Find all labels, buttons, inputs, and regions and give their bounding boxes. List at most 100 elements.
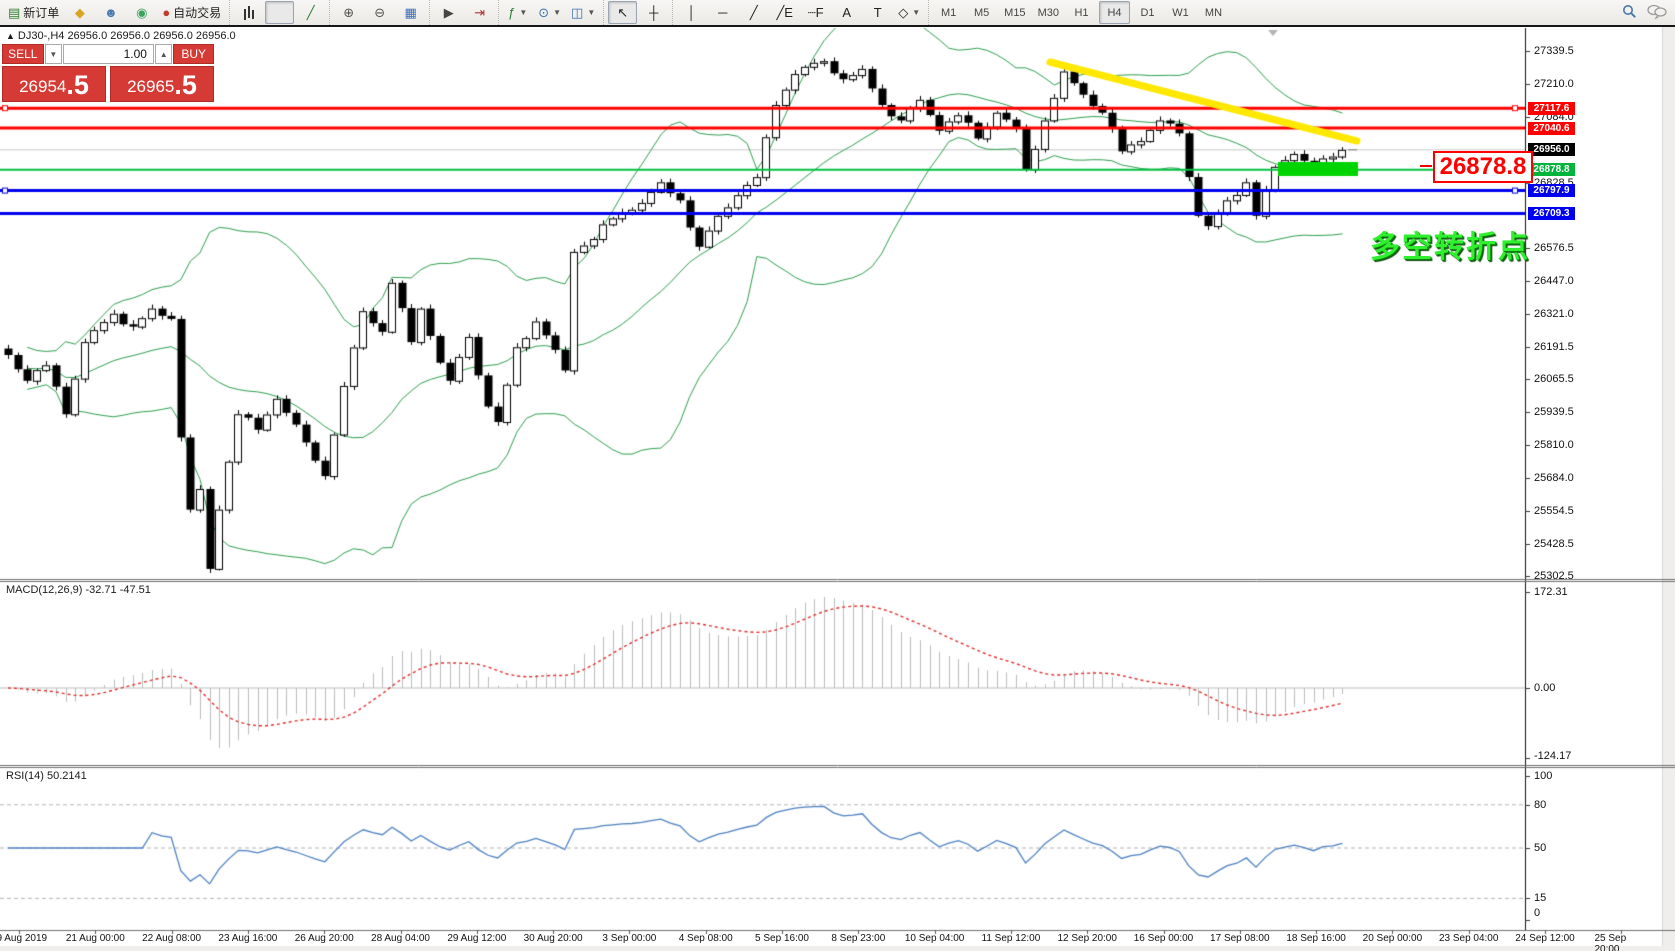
time-axis-label: 26 Aug 20:00 [294,933,354,944]
ohlc-info: ▲ DJ30-,H4 26956.0 26956.0 26956.0 26956.… [6,30,236,42]
crosshair-button[interactable]: ┼ [639,1,668,24]
profile-icon[interactable]: ☻ [96,1,125,24]
time-axis-label: 28 Aug 04:00 [371,933,430,944]
autotrading-button-label: 自动交易 [173,6,222,20]
indicators-button[interactable]: ƒ ▼ [503,1,532,24]
rsi-axis-label: 0 [1534,907,1541,919]
price-tick-label: 25939.5 [1534,405,1574,418]
tile-windows-button-icon: ▦ [404,5,417,20]
search-icon[interactable] [1622,4,1637,22]
price-tick-label: 26576.5 [1534,241,1574,254]
templates-button[interactable]: ◫ ▼ [567,1,599,24]
line-chart-button-icon: ╱ [306,5,315,20]
time-axis-label: 29 Aug 12:00 [447,933,507,944]
buy-price-button[interactable]: 26965.5 [110,66,214,102]
vertical-line-button[interactable]: │ [677,1,706,24]
time-axis-label: 11 Sep 12:00 [981,933,1041,944]
toolbar: ▤ 新订单 ◆ ☻ ◉ ● 自动交易 ╱ ⊕ ⊖ ▦ ▶ ⇥ ƒ ▼ ⊙ ▼ ◫ ▼ ↖ ┼ │ ─ ╱ ╱E ┈F A T ◇ ▼ M1 M… [0,0,1675,26]
market-icon-icon: ◆ [74,5,85,20]
timeframe-d1-button[interactable]: D1 [1140,6,1155,19]
market-icon[interactable]: ◆ [65,1,94,24]
chat-icon[interactable] [1647,4,1667,22]
crosshair-button-icon: ┼ [649,5,659,20]
zoom-in-button-icon: ⊕ [343,5,355,20]
trendline-button[interactable]: ╱ [739,1,768,24]
arrows-button-caret-icon: ▼ [912,8,921,17]
indicators-button-caret-icon: ▼ [519,8,528,17]
timeframe-m30-button[interactable]: M30 [1037,6,1059,19]
rsi-axis-label: 15 [1534,892,1547,905]
indicators-button-icon: ƒ [508,5,516,20]
bar-chart-button-icon [241,5,256,20]
auto-scroll-button[interactable]: ▶ [434,1,463,24]
volume-input[interactable]: 1.00 [63,44,154,64]
autotrading-button[interactable]: ● 自动交易 [158,1,225,24]
price-tick-label: 26191.5 [1534,340,1574,353]
time-axis-label: 4 Sep 08:00 [678,933,733,944]
fibonacci-button[interactable]: ┈F [801,1,830,24]
periods-button[interactable]: ⊙ ▼ [534,1,565,24]
new-order-button-icon: ▤ [8,5,21,20]
tile-windows-button[interactable]: ▦ [396,1,425,24]
timeframe-m1-button[interactable]: M1 [941,6,957,19]
price-tag-27117.6: 27117.6 [1528,101,1575,115]
zoom-in-button[interactable]: ⊕ [334,1,363,24]
volume-decrease-button[interactable]: ▼ [44,44,62,64]
time-axis-label: 8 Sep 23:00 [831,933,886,944]
text-button-icon: A [842,5,852,20]
text-label-button[interactable]: T [863,1,892,24]
line-chart-button[interactable]: ╱ [296,1,325,24]
price-callout: 26878.8 [1433,151,1533,183]
text-button[interactable]: A [832,1,861,24]
price-tag-26709.3: 26709.3 [1528,206,1575,220]
time-axis-label: 23 Aug 16:00 [218,933,278,944]
price-tag-27040.6: 27040.6 [1528,121,1575,135]
one-click-trade-panel: SELL ▼ 1.00 ▲ BUY 26954.5 26965.5 [2,44,214,102]
price-tick-label: 25302.5 [1534,570,1574,582]
time-axis-label: 5 Sep 16:00 [755,933,809,944]
time-axis-label: 19 Aug 2019 [0,933,48,944]
time-axis-label: 24 Sep 12:00 [1515,933,1575,944]
signals-icon[interactable]: ◉ [127,1,156,24]
rsi-axis-label: 50 [1534,842,1547,854]
bar-chart-button[interactable] [234,1,263,24]
sell-button[interactable]: SELL [2,44,44,64]
equidistant-channel-button[interactable]: ╱E [770,1,799,24]
text-label-button-icon: T [873,5,882,20]
callout-connector [1420,165,1432,167]
timeframe-m5-button[interactable]: M5 [974,6,990,19]
price-tag-26878.8: 26878.8 [1528,163,1575,177]
price-tick-label: 26447.0 [1534,275,1574,288]
fibonacci-button-icon: ┈F [807,5,824,20]
cursor-button[interactable]: ↖ [608,1,638,24]
horizontal-line-button[interactable]: ─ [708,1,737,24]
horizontal-line-button-icon: ─ [718,5,728,20]
time-axis-label: 17 Sep 08:00 [1210,933,1270,944]
buy-price-int: 26965 [127,77,175,96]
timeframe-h4-button[interactable]: H4 [1098,1,1130,24]
buy-button[interactable]: BUY [173,44,214,64]
sell-price-int: 26954 [19,77,67,96]
timeframe-mn-button[interactable]: MN [1204,6,1223,19]
vertical-line-button-icon: │ [687,5,696,20]
price-tick-label: 27210.0 [1534,78,1574,91]
equidistant-channel-button-icon: ╱E [776,5,793,20]
arrows-button-icon: ◇ [898,5,909,20]
time-axis-label: 30 Aug 20:00 [523,933,583,944]
price-tick-label: 26321.0 [1534,307,1574,320]
sell-price-button[interactable]: 26954.5 [2,66,106,102]
chart-shift-button[interactable]: ⇥ [465,1,494,24]
timeframe-m15-button[interactable]: M15 [1004,6,1026,19]
zoom-out-button[interactable]: ⊖ [365,1,394,24]
macd-label: MACD(12,26,9) -32.71 -47.51 [6,584,151,596]
volume-increase-button[interactable]: ▲ [154,44,173,64]
timeframe-w1-button[interactable]: W1 [1172,6,1189,19]
timeframe-h1-button[interactable]: H1 [1074,6,1089,19]
trendline-button-icon: ╱ [749,5,758,20]
templates-button-icon: ◫ [571,5,584,20]
arrows-button[interactable]: ◇ ▼ [894,1,924,24]
time-axis-label: 18 Sep 16:00 [1286,933,1346,944]
candlestick-chart-button[interactable] [265,1,295,24]
new-order-button[interactable]: ▤ 新订单 [4,1,63,24]
